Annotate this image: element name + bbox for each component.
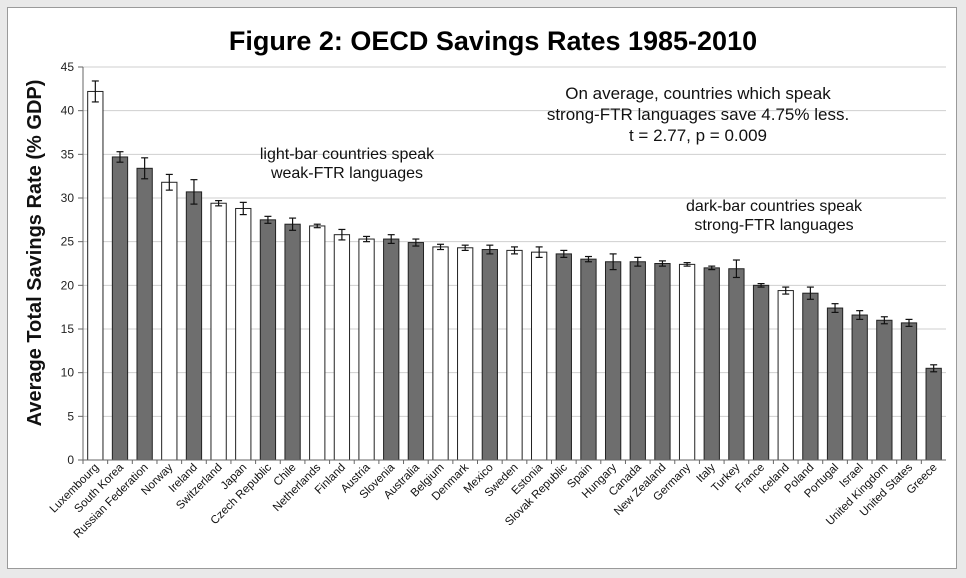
y-tick-label-10: 10 bbox=[61, 366, 75, 380]
y-tick-label-5: 5 bbox=[67, 409, 74, 423]
dark-annotation-line-1: dark-bar countries speak bbox=[686, 198, 863, 215]
gridlines bbox=[83, 66, 946, 417]
bar-spain bbox=[580, 258, 597, 461]
light-annotation-line-1: light-bar countries speak bbox=[260, 146, 435, 163]
bar-australia bbox=[407, 242, 425, 461]
bar-chile bbox=[284, 223, 301, 461]
dark-bar-annotation: dark-bar countries speak strong-FTR lang… bbox=[686, 198, 863, 234]
stats-annotation: On average, countries which speak strong… bbox=[547, 84, 849, 145]
savings-chart: Figure 2: OECD Savings Rates 1985-2010 0… bbox=[24, 26, 946, 541]
bar-mexico bbox=[481, 249, 498, 461]
stats-line-1: On average, countries which speak bbox=[565, 84, 831, 103]
bar-greece bbox=[925, 367, 942, 461]
bar-poland bbox=[802, 292, 819, 461]
stats-line-3: t = 2.77, p = 0.009 bbox=[629, 126, 767, 145]
y-tick-label-30: 30 bbox=[61, 191, 75, 205]
bar-slovenia bbox=[383, 238, 400, 461]
bar-denmark bbox=[457, 247, 474, 461]
light-bar-annotation: light-bar countries speak weak-FTR langu… bbox=[260, 146, 435, 182]
bars bbox=[87, 80, 942, 461]
dark-annotation-line-2: strong-FTR languages bbox=[694, 217, 853, 234]
bar-switzerland bbox=[210, 202, 227, 461]
bar-turkey bbox=[728, 268, 745, 461]
bar-ireland bbox=[185, 191, 203, 461]
bar-united-states bbox=[900, 322, 918, 461]
bar-estonia bbox=[531, 251, 548, 461]
bar-new-zealand bbox=[654, 263, 671, 461]
bar-hungary bbox=[604, 261, 622, 461]
y-tick-label-0: 0 bbox=[67, 453, 74, 467]
bar-france bbox=[752, 284, 770, 461]
y-tick-label-15: 15 bbox=[61, 322, 75, 336]
light-annotation-line-2: weak-FTR languages bbox=[270, 165, 423, 182]
stats-line-2: strong-FTR languages save 4.75% less. bbox=[547, 105, 849, 124]
chart-title: Figure 2: OECD Savings Rates 1985-2010 bbox=[229, 26, 757, 56]
bar-japan bbox=[235, 207, 252, 461]
bar-belgium bbox=[432, 246, 449, 461]
chart-frame: Figure 2: OECD Savings Rates 1985-2010 0… bbox=[7, 7, 957, 569]
y-tick-label-25: 25 bbox=[61, 235, 75, 249]
bar-canada bbox=[629, 261, 646, 461]
y-tick-label-20: 20 bbox=[61, 278, 75, 292]
bar-italy bbox=[703, 267, 720, 461]
bar-finland bbox=[333, 234, 351, 461]
y-tick-labels: 0 5 10 15 20 25 30 35 40 45 bbox=[61, 60, 75, 467]
bar-netherlands bbox=[309, 225, 326, 461]
y-tick-label-40: 40 bbox=[61, 104, 75, 118]
bar-austria bbox=[358, 238, 375, 461]
y-tick-label-45: 45 bbox=[61, 60, 75, 74]
axes bbox=[78, 66, 946, 464]
bar-south-korea bbox=[111, 156, 129, 461]
bar-sweden bbox=[506, 249, 523, 461]
bar-czech-republic bbox=[259, 219, 277, 461]
y-tick-label-35: 35 bbox=[61, 147, 75, 161]
bar-united-kingdom bbox=[876, 319, 893, 461]
bar-iceland bbox=[777, 290, 794, 461]
bar-slovak-republic bbox=[555, 253, 572, 461]
bar-israel bbox=[851, 314, 868, 461]
y-axis-label: Average Total Savings Rate (% GDP) bbox=[24, 80, 46, 427]
bar-norway bbox=[161, 181, 178, 461]
bar-luxembourg bbox=[87, 90, 104, 461]
bar-russian-federation bbox=[136, 167, 153, 461]
bar-portugal bbox=[826, 307, 844, 461]
bar-germany bbox=[678, 263, 696, 461]
